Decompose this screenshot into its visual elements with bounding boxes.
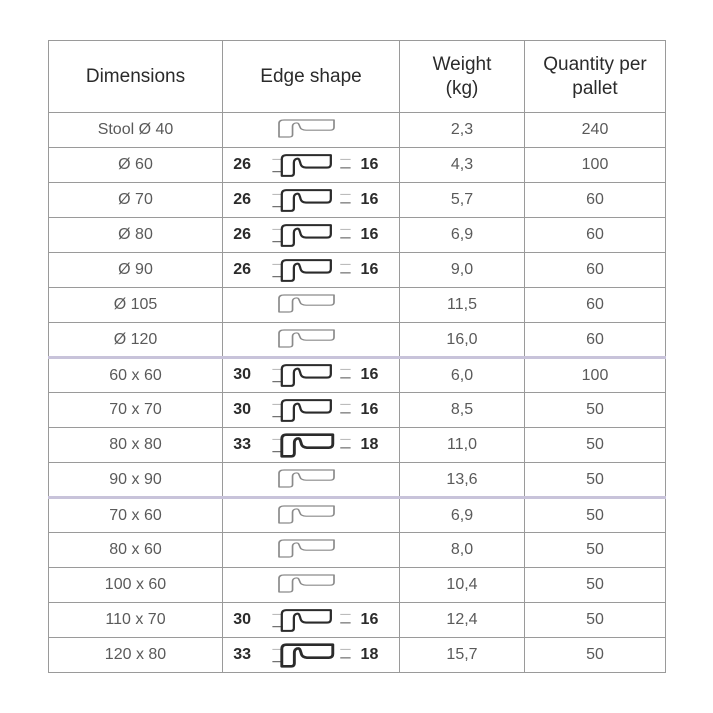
svg-text:16: 16	[361, 154, 379, 172]
svg-text:16: 16	[361, 609, 379, 627]
svg-text:16: 16	[361, 365, 379, 383]
svg-text:30: 30	[233, 365, 251, 383]
svg-text:26: 26	[233, 189, 251, 207]
svg-text:16: 16	[361, 224, 379, 242]
svg-text:26: 26	[233, 154, 251, 172]
svg-text:30: 30	[233, 609, 251, 627]
svg-text:16: 16	[361, 399, 379, 417]
svg-text:26: 26	[233, 224, 251, 242]
svg-text:30: 30	[233, 399, 251, 417]
svg-text:33: 33	[233, 644, 251, 662]
svg-text:26: 26	[233, 259, 251, 277]
svg-text:16: 16	[361, 189, 379, 207]
svg-text:16: 16	[361, 259, 379, 277]
svg-text:18: 18	[361, 644, 379, 662]
svg-text:33: 33	[233, 434, 251, 452]
svg-text:18: 18	[361, 434, 379, 452]
